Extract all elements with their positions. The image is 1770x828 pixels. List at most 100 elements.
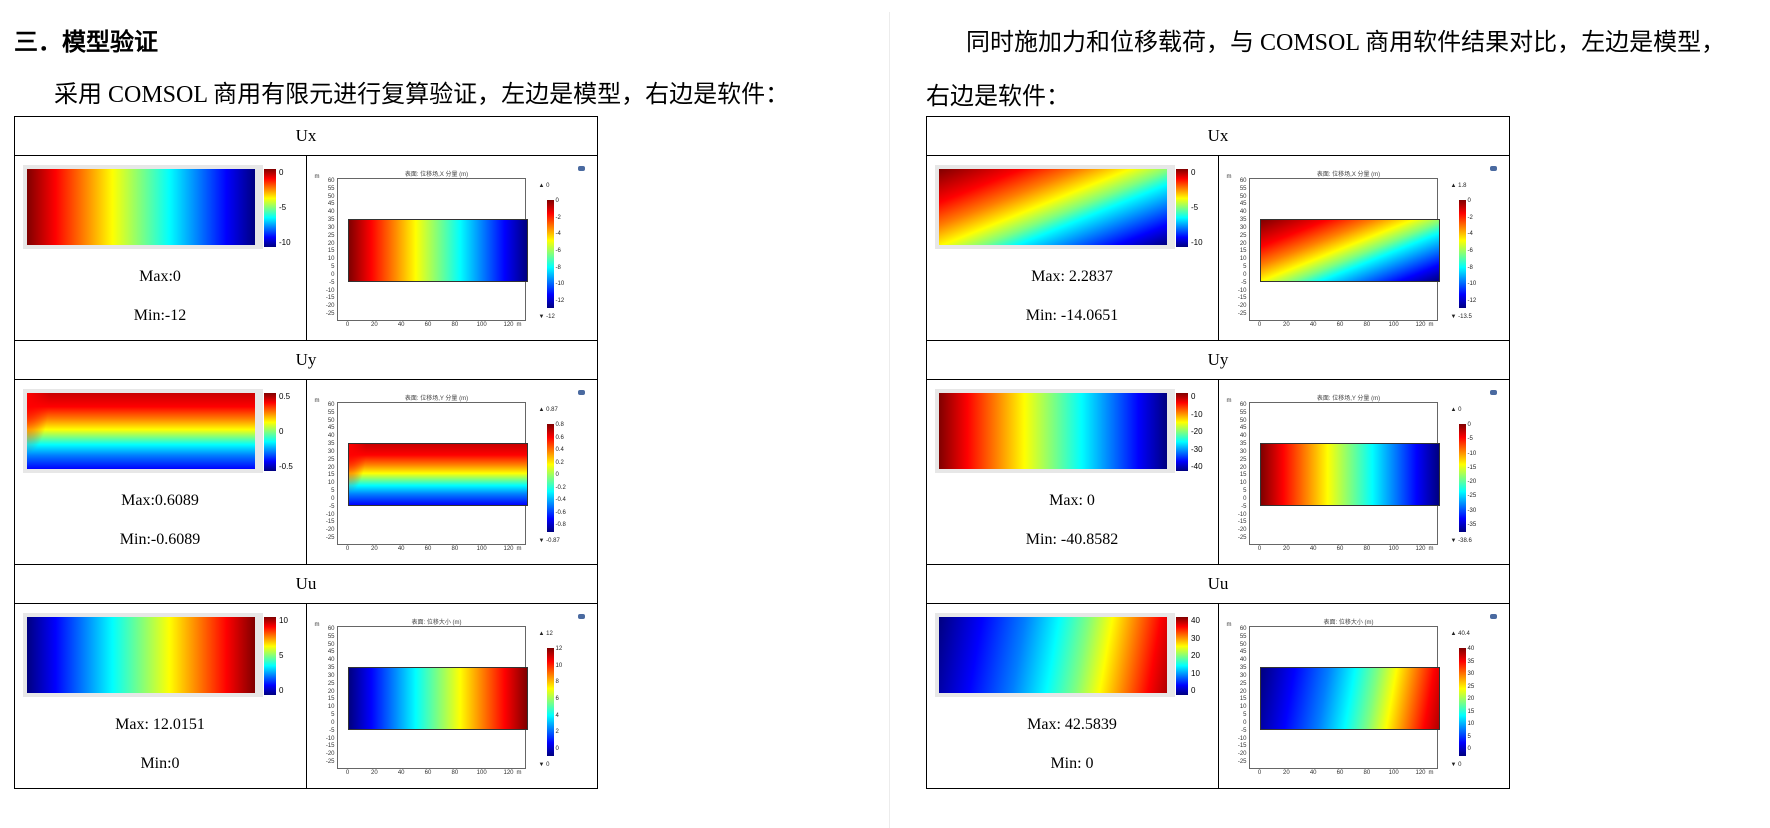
- model-colorbar-tick: 0: [279, 686, 284, 695]
- x-axis-tick: 20: [1282, 770, 1290, 776]
- triangle-up-icon: ▲: [538, 407, 545, 413]
- y-axis-unit: m: [1226, 622, 1232, 628]
- model-colorbar-tick: 5: [279, 651, 284, 660]
- triangle-down-icon: ▼: [538, 538, 545, 544]
- comparison-table-left: Ux 0 -5 -10 Max:0 Min:-12 表面: 位移场,X 分量 (m) m 60 5…: [14, 116, 598, 789]
- software-plot-cell: 表面: 位移场,Y 分量 (m) m 60 55 50 45 40 35 30 25 20 15 10 5…: [1219, 380, 1511, 564]
- header-row: Ux: [926, 116, 1510, 156]
- software-heatmap: [1259, 443, 1440, 506]
- max-value: Max: 42.5839: [1027, 716, 1117, 733]
- plot-row: 0 -5 -10 Max:0 Min:-12 表面: 位移场,X 分量 (m) m 60 55 5…: [14, 155, 599, 341]
- y-axis-tick: 0: [331, 495, 335, 502]
- model-colorbar-tick: 20: [1191, 651, 1200, 660]
- max-value: Max:0.6089: [121, 492, 199, 509]
- y-axis-tick: 20: [1239, 688, 1247, 695]
- row-header: Uy: [926, 340, 1510, 380]
- row-header: Uy: [14, 340, 598, 380]
- header-row: Ux: [14, 116, 598, 156]
- colorbar-max-label: ▲ 0: [1451, 407, 1462, 413]
- model-colorbar-tick: 0: [1191, 168, 1196, 177]
- software-colorbar-tick: -0.2: [555, 484, 566, 491]
- y-axis-tick: -20: [325, 751, 335, 758]
- model-plot-frame: [935, 165, 1175, 249]
- y-axis-tick: 50: [327, 641, 335, 648]
- y-axis-tick: 5: [331, 488, 335, 495]
- software-colorbar-tick: 4: [555, 712, 559, 719]
- triangle-up-icon: ▲: [1450, 631, 1457, 637]
- y-axis-tick: 15: [327, 248, 335, 255]
- triangle-up-icon: ▲: [1450, 407, 1457, 413]
- y-axis-tick: 30: [1239, 448, 1247, 455]
- y-axis-tick: -25: [1237, 535, 1247, 541]
- y-axis-tick: -15: [325, 743, 335, 750]
- model-plot-cell: 10 5 0 Max: 12.0151 Min:0: [15, 604, 305, 788]
- min-value: Min:0: [140, 755, 180, 772]
- x-axis-tick: 120: [1415, 322, 1426, 328]
- y-axis-tick: 15: [327, 696, 335, 703]
- y-axis-tick: -20: [1237, 303, 1247, 310]
- software-cell: 表面: 位移场,X 分量 (m) m 60 55 50 45 40 35 30 25 20 15 10 5…: [1217, 155, 1510, 341]
- model-colorbar-tick: -30: [1191, 444, 1203, 454]
- y-axis-tick: 35: [1239, 441, 1247, 448]
- export-icon: [577, 166, 585, 171]
- software-colorbar-tick: -10: [1467, 281, 1477, 288]
- software-colorbar-tick: 25: [1467, 683, 1475, 690]
- max-value: Max: 2.2837: [1031, 268, 1113, 285]
- export-icon: [577, 614, 585, 619]
- x-axis-tick: 120: [503, 322, 514, 328]
- y-axis-tick: -10: [1237, 735, 1247, 742]
- software-colorbar-tick: 20: [1467, 696, 1475, 702]
- y-axis-tick: 50: [327, 417, 335, 424]
- software-colorbar-tick: -4: [555, 231, 561, 238]
- y-axis-tick: -5: [329, 503, 335, 510]
- y-axis-tick: -25: [325, 759, 335, 765]
- software-plot-cell: 表面: 位移场,X 分量 (m) m 60 55 50 45 40 35 30 25 20 15 10 5…: [307, 156, 599, 340]
- software-colorbar-tick: -0.4: [555, 497, 566, 503]
- software-colorbar-tick: -35: [1467, 522, 1477, 528]
- y-axis-tick: -25: [325, 535, 335, 541]
- software-plot-title: 表面: 位移场,X 分量 (m): [1316, 172, 1381, 178]
- colorbar-min-label: ▼ -0.87: [539, 538, 560, 544]
- software-colorbar-tick: 0.4: [555, 447, 564, 453]
- y-axis-tick: 55: [1239, 633, 1247, 640]
- y-axis-tick: 45: [327, 201, 335, 208]
- software-colorbar-tick: -15: [1467, 464, 1477, 471]
- software-cell: 表面: 位移场,Y 分量 (m) m 60 55 50 45 40 35 30 25 20 15 10 5…: [305, 379, 598, 565]
- colorbar-min-value: -0.87: [546, 538, 560, 544]
- software-colorbar-tick: 15: [1467, 708, 1475, 715]
- model-plot-cell: 0 -10 -20 -30 -40 Max: 0 Min: -40.8582: [927, 380, 1217, 564]
- header-row: Uu: [926, 564, 1510, 604]
- model-cell: 0 -5 -10 Max: 2.2837 Min: -14.0651: [926, 155, 1219, 341]
- y-axis-tick: 25: [1239, 456, 1247, 463]
- row-header: Ux: [14, 116, 598, 156]
- colorbar-max-value: 40.4: [1458, 631, 1470, 637]
- x-axis-tick: 100: [476, 546, 487, 552]
- colorbar-min-value: 0: [546, 762, 550, 768]
- plot-row: 40 30 20 10 0 Max: 42.5839 Min: 0 表面: 位移大小 (m) m…: [926, 603, 1510, 789]
- right-paragraph-line1: 同时施加力和位移载荷，与 COMSOL 商用软件结果对比，左边是模型，: [966, 30, 1726, 56]
- model-colorbar-tick: 0: [279, 168, 284, 177]
- y-axis-tick: 55: [327, 185, 335, 192]
- software-colorbar-tick: 40: [1467, 646, 1475, 652]
- software-heatmap: [1259, 667, 1440, 730]
- model-colorbar: [1176, 393, 1188, 471]
- software-plot-title: 表面: 位移大小 (m): [411, 620, 462, 626]
- x-axis-tick: 80: [1363, 322, 1371, 328]
- x-axis-tick: 80: [451, 770, 459, 776]
- y-axis-tick: -10: [325, 287, 335, 294]
- y-axis-tick: 10: [1239, 480, 1247, 487]
- software-colorbar-tick: 0: [1467, 746, 1471, 752]
- comparison-table-right: Ux 0 -5 -10 Max: 2.2837 Min: -14.0651 表面: 位移场,…: [926, 116, 1510, 789]
- x-axis-tick: 20: [1282, 322, 1290, 328]
- software-heatmap: [347, 219, 528, 282]
- software-cell: 表面: 位移场,X 分量 (m) m 60 55 50 45 40 35 30 25 20 15 10 5…: [305, 155, 599, 341]
- export-icon: [1489, 614, 1497, 619]
- y-axis-tick: 40: [1239, 657, 1247, 664]
- model-plot-cell: 0 -5 -10 Max: 2.2837 Min: -14.0651: [927, 156, 1217, 340]
- software-colorbar-tick: 0: [555, 198, 559, 204]
- y-axis-tick: -15: [1237, 519, 1247, 526]
- triangle-up-icon: ▲: [1450, 183, 1457, 189]
- colorbar-max-label: ▲ 1.8: [1451, 183, 1467, 189]
- x-axis-tick: 80: [451, 546, 459, 552]
- x-axis-tick: 20: [370, 770, 378, 776]
